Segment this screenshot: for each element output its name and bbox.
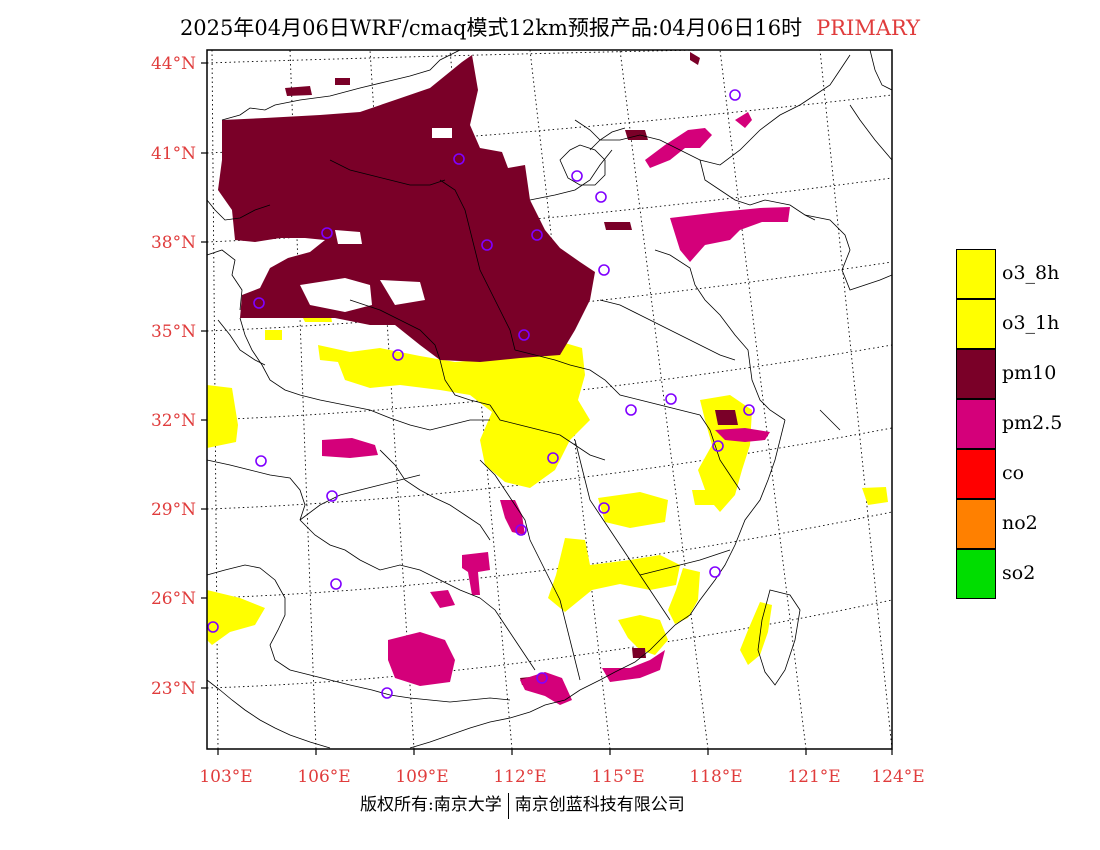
- boundary-lines: [206, 49, 893, 749]
- title-text: 2025年04月06日WRF/cmaq模式12km预报产品:04月06日16时: [179, 16, 803, 40]
- lat-label: 32°N: [151, 411, 196, 431]
- legend-swatch: [956, 249, 996, 299]
- map-title: 2025年04月06日WRF/cmaq模式12km预报产品:04月06日16时 P…: [0, 12, 1100, 42]
- lat-label: 44°N: [151, 54, 196, 74]
- legend-swatch: [956, 449, 996, 499]
- footer-divider: [507, 792, 509, 819]
- lon-label: 109°E: [395, 767, 448, 787]
- legend-swatch: [956, 349, 996, 399]
- lat-label: 41°N: [151, 144, 196, 164]
- lat-label: 23°N: [151, 679, 196, 699]
- station-markers: [207, 89, 755, 699]
- lon-label: 115°E: [591, 767, 644, 787]
- legend-label: pm10: [1002, 362, 1057, 384]
- lon-label: 118°E: [689, 767, 742, 787]
- lon-label: 112°E: [493, 767, 546, 787]
- legend-label: so2: [1002, 562, 1036, 584]
- copyright-company: 南京创蓝科技有限公司: [514, 795, 685, 815]
- lat-label: 38°N: [151, 233, 196, 253]
- legend-label: co: [1002, 462, 1025, 484]
- lat-label: 29°N: [151, 500, 196, 520]
- legend-label: o3_1h: [1002, 312, 1060, 334]
- legend-swatch: [956, 499, 996, 549]
- legend-swatch: [956, 299, 996, 349]
- pm10-gaps: [300, 128, 452, 312]
- copyright-footer: 版权所有:南京大学 南京创蓝科技有限公司: [360, 790, 685, 819]
- axis-ticks: [201, 62, 893, 755]
- legend-label: pm2.5: [1002, 412, 1063, 434]
- lat-label: 26°N: [151, 589, 196, 609]
- lat-label: 35°N: [151, 322, 196, 342]
- o3-region-layer: [207, 310, 888, 665]
- lon-label: 124°E: [871, 767, 924, 787]
- legend-swatch: [956, 549, 996, 599]
- title-tag: PRIMARY: [816, 16, 921, 40]
- pm25-region-layer: [322, 112, 790, 705]
- legend-label: no2: [1002, 512, 1038, 534]
- legend-swatch: [956, 399, 996, 449]
- lon-label: 106°E: [297, 767, 350, 787]
- lon-label: 103°E: [199, 767, 252, 787]
- copyright-owner: 版权所有:南京大学: [360, 795, 502, 815]
- legend-label: o3_8h: [1002, 262, 1060, 284]
- lon-label: 121°E: [787, 767, 840, 787]
- longitude-labels: 103°E 106°E 109°E 112°E 115°E 118°E 121°…: [199, 767, 924, 787]
- latitude-labels: 44°N 41°N 38°N 35°N 32°N 29°N 26°N 23°N: [151, 54, 196, 699]
